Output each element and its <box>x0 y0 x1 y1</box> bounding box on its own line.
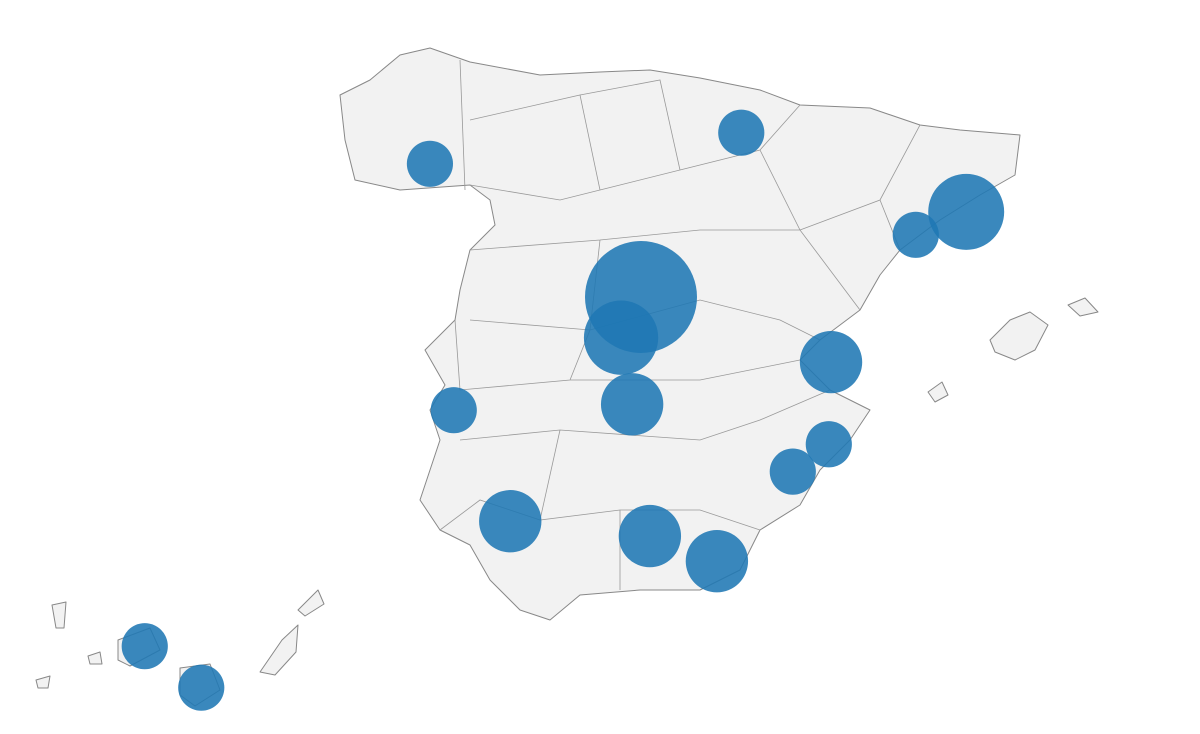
bubble <box>805 421 852 468</box>
bubble <box>178 664 225 711</box>
mallorca <box>989 311 1049 361</box>
basemap <box>35 47 1099 707</box>
menorca <box>1067 297 1099 317</box>
bubble <box>769 448 816 495</box>
bubble <box>928 173 1005 250</box>
ibiza <box>927 381 949 403</box>
bubble <box>685 530 749 593</box>
bubble <box>121 623 168 670</box>
bubble <box>892 211 939 258</box>
bubble <box>618 504 682 568</box>
province-borders <box>439 59 921 590</box>
bubble <box>600 373 664 436</box>
bubble <box>430 387 477 434</box>
bubble <box>799 330 863 394</box>
bubble <box>583 300 659 375</box>
bubble <box>479 490 542 553</box>
bubble <box>406 140 454 187</box>
bubble <box>718 109 765 156</box>
